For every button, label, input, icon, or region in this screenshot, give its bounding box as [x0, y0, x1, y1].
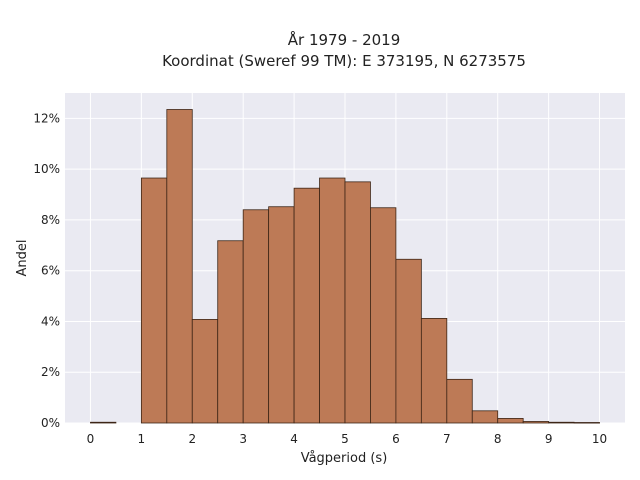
histogram-bar: [268, 206, 295, 424]
histogram-bar: [497, 418, 524, 424]
x-tick-label: 9: [545, 432, 553, 446]
x-tick-label: 1: [138, 432, 146, 446]
chart-subtitle: Koordinat (Sweref 99 TM): E 373195, N 62…: [162, 52, 526, 70]
histogram-bar: [242, 209, 270, 424]
y-axis-ticks: 0% 2% 4% 6% 8% 10% 12%: [33, 111, 60, 430]
histogram-bar: [293, 187, 320, 424]
histogram-bar: [471, 410, 499, 424]
x-tick-label: 7: [443, 432, 451, 446]
y-tick-label: 4%: [41, 314, 60, 328]
histogram-bar: [573, 422, 600, 424]
y-tick-label: 6%: [41, 264, 60, 278]
x-tick-label: 0: [87, 432, 95, 446]
histogram-bar: [395, 258, 422, 424]
histogram-bar: [522, 421, 550, 424]
x-tick-label: 8: [494, 432, 502, 446]
x-tick-label: 5: [341, 432, 349, 446]
y-tick-label: 0%: [41, 416, 60, 430]
x-tick-label: 4: [290, 432, 298, 446]
y-tick-label: 10%: [33, 162, 60, 176]
x-tick-label: 3: [239, 432, 247, 446]
histogram-bar: [319, 177, 346, 424]
x-tick-label: 2: [188, 432, 196, 446]
y-axis-label: Andel: [15, 240, 30, 277]
x-axis-label: Vågperiod (s): [301, 451, 388, 466]
y-tick-label: 8%: [41, 213, 60, 227]
histogram-bar: [420, 318, 448, 424]
histogram-bar: [446, 378, 473, 424]
y-tick-label: 2%: [41, 365, 60, 379]
x-axis-ticks: 0 1 2 3 4 5 6 7 8 9 10: [87, 432, 608, 446]
histogram-bar: [191, 319, 219, 424]
histogram-bar: [90, 421, 117, 424]
histogram-bar: [344, 181, 371, 424]
histogram-bar: [166, 109, 193, 424]
x-tick-label: 6: [392, 432, 400, 446]
histogram-bars: [90, 109, 600, 424]
histogram-bar: [217, 240, 244, 424]
x-tick-label: 10: [592, 432, 607, 446]
histogram-bar: [548, 421, 575, 424]
chart-title: År 1979 - 2019: [288, 30, 401, 49]
histogram-bar: [140, 177, 168, 424]
y-tick-label: 12%: [33, 111, 60, 125]
histogram-bar: [370, 207, 397, 424]
